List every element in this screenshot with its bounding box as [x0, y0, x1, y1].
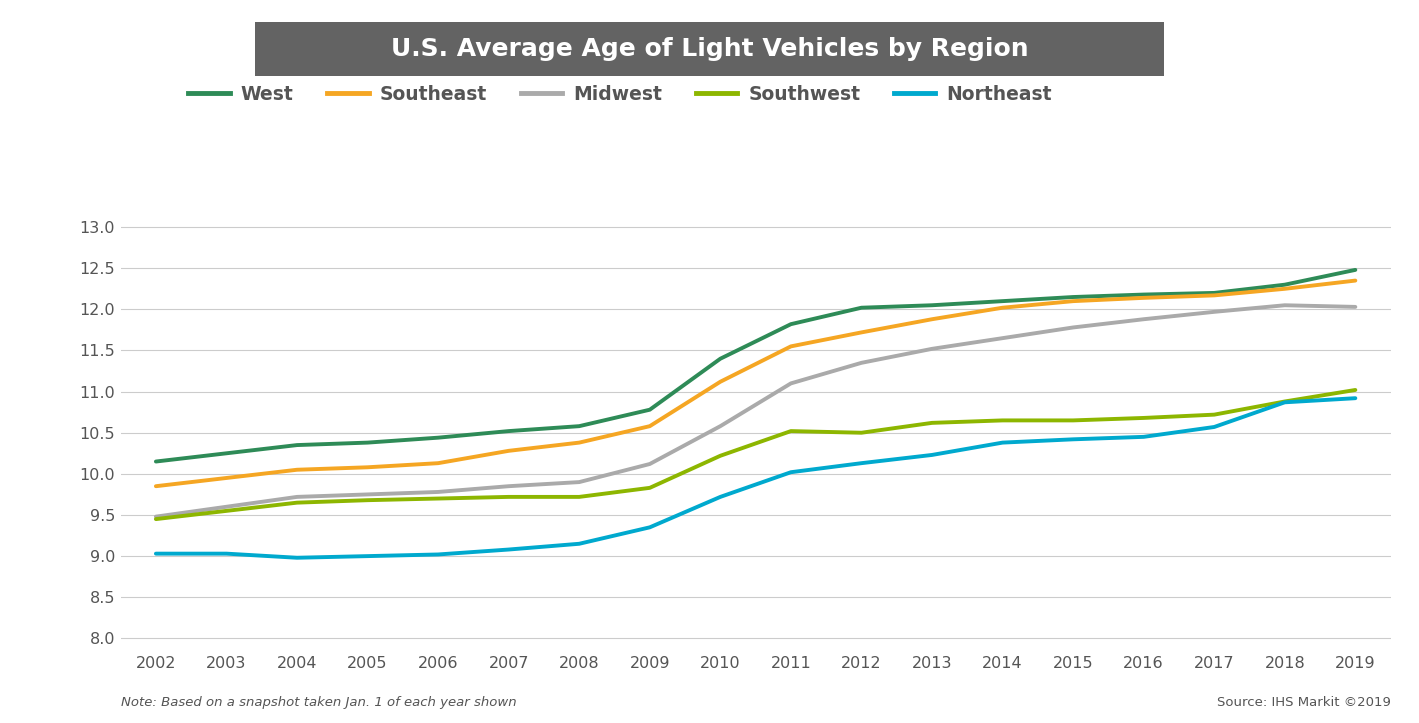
Text: Note: Based on a snapshot taken Jan. 1 of each year shown: Note: Based on a snapshot taken Jan. 1 o… [121, 696, 517, 709]
Legend: West, Southeast, Midwest, Southwest, Northeast: West, Southeast, Midwest, Southwest, Nor… [180, 77, 1060, 111]
Text: U.S. Average Age of Light Vehicles by Region: U.S. Average Age of Light Vehicles by Re… [390, 37, 1029, 61]
Text: Source: IHS Markit ©2019: Source: IHS Markit ©2019 [1216, 696, 1391, 709]
